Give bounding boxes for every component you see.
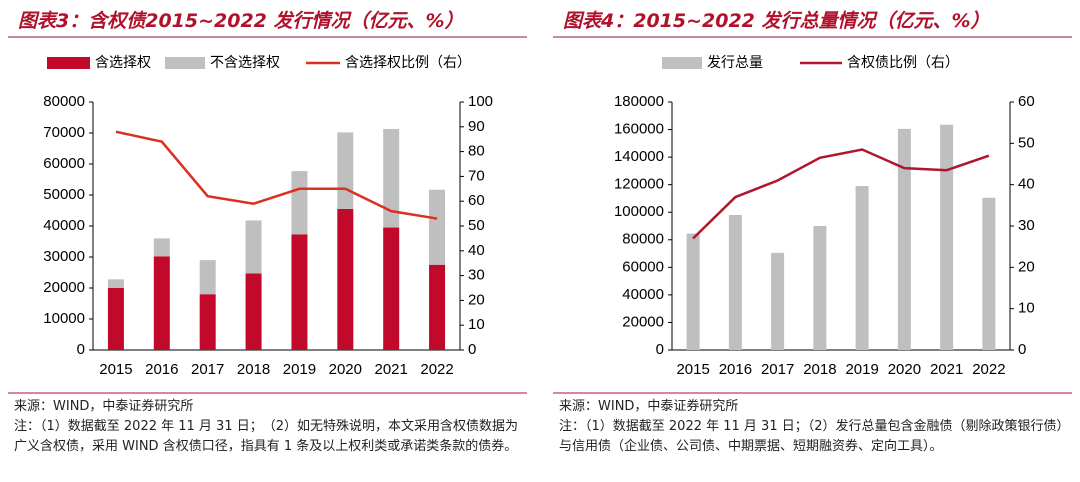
- x-tick-label: 2018: [803, 361, 836, 378]
- legend-label: 发行总量: [707, 55, 763, 71]
- y-tick-label: 100000: [614, 203, 664, 220]
- bar: [153, 238, 170, 257]
- bar: [153, 256, 170, 350]
- y2-tick-label: 40: [468, 242, 485, 259]
- y2-tick-label: 70: [468, 167, 485, 184]
- y-tick-label: 120000: [614, 176, 664, 193]
- bar: [107, 288, 124, 350]
- y2-tick-label: 100: [468, 93, 493, 110]
- legend-swatch: [662, 57, 702, 69]
- y-tick-label: 80000: [622, 231, 664, 248]
- x-tick-label: 2019: [845, 361, 878, 378]
- y2-tick-label: 0: [468, 341, 476, 358]
- x-tick-label: 2015: [676, 361, 709, 378]
- bar: [245, 220, 262, 274]
- y-tick-label: 10000: [43, 310, 85, 327]
- bar: [337, 132, 354, 209]
- bar: [855, 186, 869, 350]
- ratio-line: [115, 130, 438, 220]
- y2-tick-label: 90: [468, 118, 485, 135]
- y2-tick-label: 10: [1018, 300, 1035, 317]
- y-tick-label: 160000: [614, 121, 664, 138]
- x-tick-label: 2016: [719, 361, 752, 378]
- y2-tick-label: 50: [1018, 134, 1035, 151]
- bar: [199, 260, 216, 295]
- y2-tick-label: 30: [1018, 217, 1035, 234]
- x-tick-label: 2019: [283, 361, 316, 378]
- legend-swatch: [47, 57, 90, 69]
- bar: [940, 124, 954, 350]
- y-tick-label: 0: [656, 341, 664, 358]
- bar: [982, 197, 996, 350]
- y-tick-label: 50000: [43, 186, 85, 203]
- y2-tick-label: 50: [468, 217, 485, 234]
- bar: [897, 128, 911, 350]
- y-tick-label: 20000: [622, 313, 664, 330]
- legend-label: 不含选择权: [210, 55, 280, 71]
- x-tick-label: 2020: [329, 361, 362, 378]
- x-tick-label: 2022: [972, 361, 1005, 378]
- y-tick-label: 20000: [43, 279, 85, 296]
- footnote-source: 来源：WIND，中泰证券研究所: [559, 399, 739, 414]
- chart-title: 图表4：2015~2022 发行总量情况（亿元、%）: [563, 10, 990, 32]
- x-tick-label: 2021: [930, 361, 963, 378]
- bar: [429, 189, 446, 265]
- y-tick-label: 180000: [614, 93, 664, 110]
- x-tick-label: 2021: [375, 361, 408, 378]
- bar: [813, 226, 827, 350]
- bar: [337, 208, 354, 350]
- footnote-note: 注：（1）数据截至 2022 年 11 月 31 日；（2）发行总量包含金融债（…: [559, 419, 1070, 454]
- bar: [728, 214, 742, 350]
- bar: [291, 171, 308, 235]
- y-tick-label: 140000: [614, 148, 664, 165]
- bar: [429, 264, 446, 350]
- legend-label: 含选择权: [95, 55, 151, 71]
- bar: [107, 279, 124, 288]
- y2-tick-label: 10: [468, 316, 485, 333]
- legend-swatch: [165, 57, 205, 69]
- bar: [686, 233, 700, 350]
- y-tick-label: 0: [77, 341, 85, 358]
- y2-tick-label: 0: [1018, 341, 1026, 358]
- footnote-source: 来源：WIND，中泰证券研究所: [14, 399, 194, 414]
- y2-tick-label: 60: [1018, 93, 1035, 110]
- legend-label: 含选择权比例（右）: [345, 55, 471, 71]
- bar: [383, 227, 400, 350]
- bar: [771, 252, 785, 350]
- x-tick-label: 2020: [888, 361, 921, 378]
- y-tick-label: 60000: [43, 155, 85, 172]
- footnote-note: 注：（1）数据截至 2022 年 11 月 31 日； （2）如无特殊说明，本文…: [14, 419, 519, 454]
- y2-tick-label: 20: [1018, 258, 1035, 275]
- y2-tick-label: 20: [468, 291, 485, 308]
- y2-tick-label: 30: [468, 267, 485, 284]
- y-tick-label: 60000: [622, 258, 664, 275]
- x-tick-label: 2016: [145, 361, 178, 378]
- bar: [245, 273, 262, 350]
- y-tick-label: 40000: [43, 217, 85, 234]
- x-tick-label: 2015: [99, 361, 132, 378]
- bar: [291, 234, 308, 350]
- bar: [199, 294, 216, 350]
- ratio-line: [692, 148, 990, 240]
- y-tick-label: 30000: [43, 248, 85, 265]
- x-tick-label: 2022: [420, 361, 453, 378]
- y2-tick-label: 80: [468, 143, 485, 160]
- y-tick-label: 70000: [43, 124, 85, 141]
- y-tick-label: 80000: [43, 93, 85, 110]
- x-tick-label: 2018: [237, 361, 270, 378]
- x-tick-label: 2017: [191, 361, 224, 378]
- legend-label: 含权债比例（右）: [847, 55, 959, 71]
- x-tick-label: 2017: [761, 361, 794, 378]
- y-tick-label: 40000: [622, 286, 664, 303]
- y2-tick-label: 60: [468, 192, 485, 209]
- bar: [383, 128, 400, 228]
- chart-title: 图表3：含权债2015~2022 发行情况（亿元、%）: [18, 10, 464, 32]
- y2-tick-label: 40: [1018, 176, 1035, 193]
